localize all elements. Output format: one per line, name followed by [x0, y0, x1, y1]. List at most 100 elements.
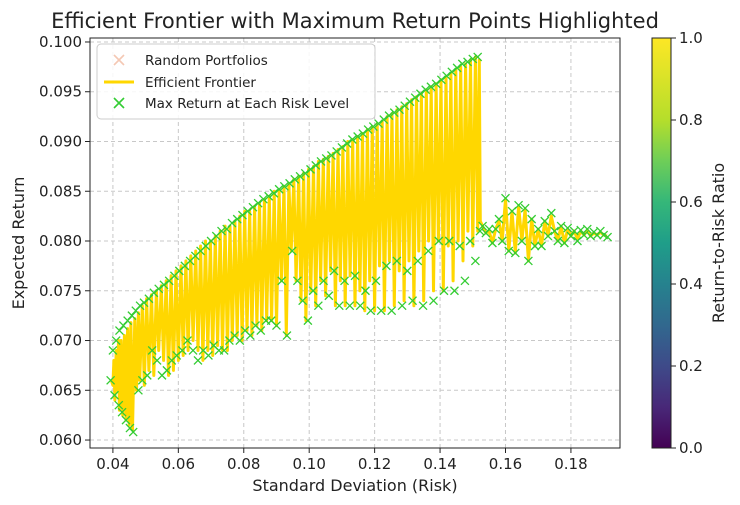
max-return-point — [421, 85, 431, 95]
max-return-point — [423, 246, 433, 256]
max-return-point — [347, 135, 357, 144]
x-tick-label: 0.10 — [292, 455, 325, 473]
max-return-point — [235, 336, 245, 345]
y-tick-label: 0.085 — [39, 182, 82, 200]
max-return-point — [442, 71, 452, 81]
max-return-point — [298, 296, 308, 306]
max-return-point — [264, 191, 274, 201]
max-return-point — [127, 311, 137, 321]
max-return-point — [253, 198, 263, 208]
max-return-point — [400, 101, 410, 111]
max-return-point — [368, 122, 378, 132]
y-tick-label: 0.060 — [39, 431, 82, 449]
max-return-point — [350, 271, 360, 281]
max-return-point — [311, 160, 321, 170]
max-return-point — [142, 370, 152, 380]
max-return-point — [269, 188, 279, 198]
max-return-point — [279, 181, 289, 191]
y-tick-label: 0.065 — [39, 381, 82, 399]
max-return-point — [110, 390, 119, 400]
max-return-point — [434, 236, 444, 246]
max-return-point — [114, 326, 124, 336]
legend-marker-random-portfolios — [113, 54, 125, 66]
legend-label-random-portfolios: Random Portfolios — [145, 53, 268, 69]
legend-x-max — [113, 97, 125, 109]
max-return-point — [152, 355, 162, 365]
max-return-point — [556, 221, 566, 231]
max-return-point — [402, 266, 412, 276]
colorbar-gradient — [651, 37, 672, 449]
max-return-point — [457, 59, 467, 69]
max-return-point — [449, 286, 459, 296]
max-return-point — [300, 168, 310, 178]
y-axis-label: Expected Return — [9, 177, 28, 310]
x-tick-label: 0.16 — [489, 455, 522, 473]
x-tick-label: 0.12 — [358, 455, 391, 473]
max-return-point — [319, 276, 329, 286]
legend-label-max-return: Max Return at Each Risk Level — [145, 96, 349, 112]
legend: Random Portfolios Efficient Frontier Max… — [96, 43, 376, 120]
max-return-point — [324, 291, 334, 301]
max-return-point — [345, 301, 355, 311]
max-return-point — [274, 184, 284, 194]
legend-entry-random-portfolios: Random Portfolios — [113, 53, 268, 69]
max-return-point — [468, 54, 478, 64]
colorbar-tick-label: 1.0 — [679, 29, 703, 47]
max-return-point — [510, 248, 520, 258]
max-return-point — [546, 208, 556, 218]
max-return-point — [117, 407, 127, 417]
max-return-point — [237, 210, 247, 220]
max-return-point — [452, 63, 462, 73]
colorbar-tick-label: 0.6 — [679, 193, 703, 211]
max-return-point — [162, 365, 172, 375]
y-tick-label: 0.090 — [39, 132, 82, 150]
y-tick-label: 0.080 — [39, 232, 82, 250]
max-return-point — [559, 238, 569, 248]
max-return-point — [135, 301, 145, 311]
max-return-point — [363, 125, 373, 135]
legend-x-random — [113, 54, 125, 66]
max-return-point — [313, 301, 323, 311]
max-return-point — [379, 115, 389, 125]
max-return-point — [337, 143, 347, 152]
max-return-point — [543, 231, 553, 241]
max-return-point — [256, 326, 266, 336]
max-return-point — [188, 346, 198, 355]
max-return-point — [361, 286, 370, 296]
max-return-point — [444, 236, 454, 246]
max-return-point — [147, 346, 157, 355]
x-tick-label: 0.04 — [96, 455, 129, 473]
max-return-point — [114, 400, 124, 410]
max-return-point — [491, 224, 501, 234]
y-tick-label: 0.070 — [39, 332, 82, 350]
x-axis-ticks: 0.04 0.06 0.08 0.10 0.12 0.14 0.16 0.18 — [96, 448, 588, 473]
max-return-point — [342, 139, 352, 148]
max-return-point — [306, 164, 315, 174]
max-return-point — [392, 256, 402, 266]
max-return-point — [355, 301, 365, 311]
max-return-point — [537, 241, 546, 251]
legend-label-efficient-frontier: Efficient Frontier — [145, 75, 256, 91]
max-return-point — [154, 284, 164, 294]
max-return-point — [292, 276, 302, 286]
max-return-point — [381, 261, 391, 271]
max-return-point — [277, 276, 287, 286]
max-return-point — [144, 294, 154, 304]
max-return-point — [413, 256, 423, 266]
max-return-point — [376, 306, 386, 316]
colorbar-tick-label: 0.8 — [679, 111, 703, 129]
max-return-point — [133, 385, 143, 395]
max-return-point — [203, 350, 213, 360]
x-axis-label: Standard Deviation (Risk) — [252, 476, 457, 495]
max-return-point — [149, 288, 159, 298]
max-return-point — [321, 153, 331, 163]
max-return-markers — [106, 52, 613, 437]
efficient-frontier-series — [109, 55, 608, 432]
max-return-point — [303, 316, 313, 326]
x-tick-label: 0.08 — [227, 455, 260, 473]
max-return-point — [582, 224, 592, 234]
max-return-point — [395, 105, 404, 115]
max-return-point — [282, 331, 292, 341]
max-return-point — [353, 132, 363, 141]
max-return-point — [193, 355, 203, 365]
